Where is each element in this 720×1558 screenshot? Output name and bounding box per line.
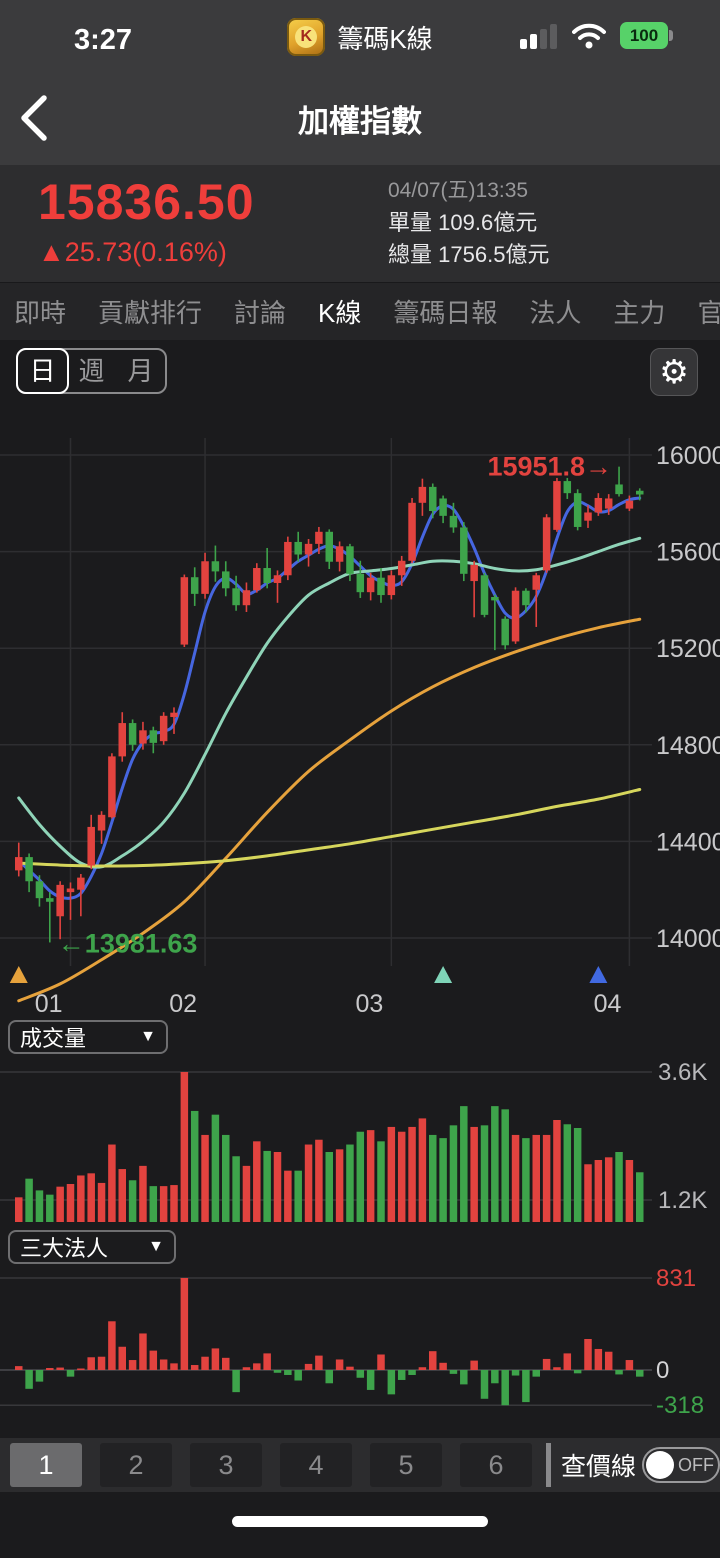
index-price: 15836.50	[38, 174, 255, 230]
svg-text:831: 831	[656, 1265, 696, 1292]
app-identity: K 籌碼K線	[0, 18, 720, 56]
tab-6[interactable]: 主力	[613, 298, 666, 328]
tab-1[interactable]: 貢獻排行	[98, 298, 203, 328]
ma-line-MA-mid	[17, 536, 642, 869]
layout-button-3[interactable]: 3	[190, 1443, 262, 1487]
svg-text:3.6K: 3.6K	[658, 1059, 707, 1086]
wifi-icon	[572, 23, 606, 48]
status-bar: 3:27 K 籌碼K線 100	[0, 0, 720, 70]
toolbar-divider	[546, 1443, 551, 1487]
svg-text:-318: -318	[656, 1392, 704, 1419]
high-annotation: 15951.8→	[487, 452, 612, 482]
svg-text:1.2K: 1.2K	[658, 1187, 707, 1214]
signal-triangle-marker	[9, 966, 28, 983]
gear-icon: ⚙	[659, 353, 689, 390]
tab-3[interactable]: K線	[318, 298, 362, 328]
svg-text:0: 0	[656, 1357, 669, 1384]
ma-line-MA-long	[17, 617, 642, 1003]
status-icons: 100	[520, 22, 673, 49]
svg-text:14800: 14800	[656, 732, 720, 760]
price-line-toggle[interactable]: OFF	[642, 1447, 720, 1483]
period-pill[interactable]: 月	[127, 356, 154, 386]
quote-details: 04/07(五)13:35 單量 109.6億元 總量 1756.5億元	[388, 175, 549, 271]
ma-line-MA-longest	[17, 787, 642, 868]
low-annotation: ←13981.63	[58, 928, 198, 958]
svg-text:15200: 15200	[656, 635, 720, 663]
app-title: 籌碼K線	[337, 23, 433, 54]
layout-button-4[interactable]: 4	[280, 1443, 352, 1487]
quote-datetime: 04/07(五)13:35	[388, 179, 529, 202]
layout-button-6[interactable]: 6	[460, 1443, 532, 1487]
settings-button[interactable]: ⚙	[650, 348, 698, 396]
svg-text:14400: 14400	[656, 828, 720, 856]
svg-text:04: 04	[594, 990, 622, 1018]
svg-text:02: 02	[169, 990, 197, 1018]
tab-bar: 即時 貢獻排行 討論 K線 籌碼日報 法人 主力 官股	[0, 282, 720, 340]
volume-indicator-dropdown[interactable]: 成交量 ▼	[8, 1020, 168, 1054]
layout-button-1[interactable]: 1	[10, 1443, 82, 1487]
page-title: 加權指數	[298, 104, 422, 139]
tab-0[interactable]: 即時	[14, 298, 67, 328]
signal-icon	[520, 23, 557, 49]
top-header: 3:27 K 籌碼K線 100	[0, 0, 720, 165]
svg-text:16000: 16000	[656, 442, 720, 470]
unit-volume-row: 單量 109.6億元	[388, 210, 538, 235]
app-logo-icon: K	[287, 18, 326, 56]
total-volume-row: 總量 1756.5億元	[388, 242, 550, 267]
candlestick-chart[interactable]: 16000 15600 15200 14800 14400 14000 01 02 03 04 15…	[0, 410, 720, 1018]
battery-icon: 100	[620, 22, 673, 49]
svg-text:03: 03	[356, 990, 384, 1018]
status-time: 3:27	[73, 24, 133, 56]
back-button[interactable]	[14, 92, 58, 144]
volume-chart[interactable]: 3.6K 1.2K	[0, 1052, 720, 1225]
price-line-label: 查價線	[561, 1453, 637, 1481]
chevron-down-icon: ▼	[140, 1028, 156, 1045]
quote-panel: 15836.50 ▲25.73(0.16%) 04/07(五)13:35 單量 …	[0, 165, 720, 282]
chart-toolbar: 日週月 ⚙	[0, 348, 720, 400]
candles	[15, 466, 644, 943]
index-change: ▲25.73(0.16%)	[38, 237, 227, 267]
signal-triangle-marker	[434, 966, 453, 983]
layout-button-5[interactable]: 5	[370, 1443, 442, 1487]
nav-bar: 加權指數	[0, 70, 720, 165]
period-selector: 日週月	[16, 348, 167, 394]
signal-triangle-marker	[589, 966, 608, 983]
bottom-toolbar: 1 2 3 4 5 6 查價線 OFF	[0, 1438, 720, 1492]
chevron-down-icon: ▼	[148, 1238, 164, 1255]
toggle-state: OFF	[678, 1454, 715, 1475]
footer	[0, 1492, 720, 1558]
institution-indicator-dropdown[interactable]: 三大法人 ▼	[8, 1230, 176, 1264]
tab-2[interactable]: 討論	[234, 298, 287, 328]
toggle-knob	[646, 1451, 675, 1479]
home-indicator[interactable]	[232, 1516, 488, 1527]
tab-4[interactable]: 籌碼日報	[393, 298, 498, 328]
layout-button-2[interactable]: 2	[100, 1443, 172, 1487]
tab-5[interactable]: 法人	[529, 298, 582, 328]
svg-text:14000: 14000	[656, 925, 720, 953]
period-pill[interactable]: 日	[16, 348, 69, 394]
svg-text:15600: 15600	[656, 539, 720, 567]
svg-text:01: 01	[35, 990, 63, 1018]
tab-7[interactable]: 官股	[697, 293, 720, 330]
period-pill[interactable]: 週	[78, 356, 105, 386]
institution-chart[interactable]: 831 0 -318	[0, 1262, 720, 1425]
